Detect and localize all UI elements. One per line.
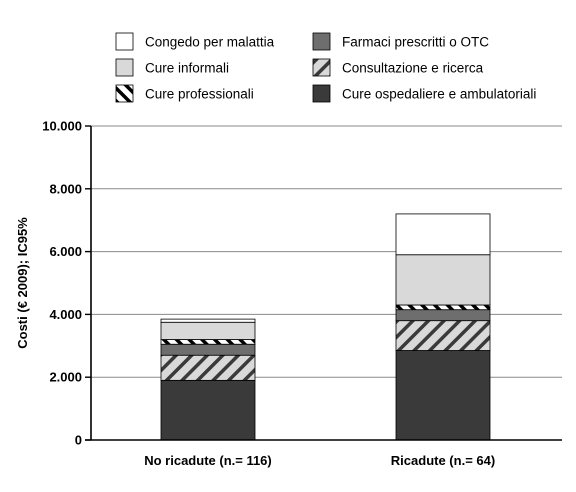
- legend-swatch: [312, 84, 331, 103]
- x-category-label: Ricadute (n.= 64): [391, 453, 495, 468]
- bar-segment-congedo-per-malattia: [160, 318, 256, 323]
- x-category-labels: No ricadute (n.= 116) Ricadute (n.= 64): [144, 453, 495, 468]
- y-tick-label: 2.000: [49, 370, 82, 385]
- bar-segment-consultazione-e-ricerca: [395, 320, 491, 351]
- legend-item-congedo-per-malattia: Congedo per malattia: [115, 32, 275, 51]
- y-tick-label: 6.000: [49, 244, 82, 259]
- y-tick-label: 10.000: [42, 119, 82, 134]
- legend-item-consultazione-e-ricerca: Consultazione e ricerca: [312, 58, 484, 77]
- axes: [85, 125, 562, 441]
- legend-label: Congedo per malattia: [145, 35, 275, 50]
- bar-segment-cure-professionali: [160, 339, 256, 345]
- legend-swatch: [115, 58, 134, 77]
- bar-stack-ricadute-n-64: [395, 213, 491, 441]
- legend-swatch: [312, 58, 331, 77]
- bar-segment-cure-professionali: [395, 304, 491, 311]
- legend-swatch: [115, 32, 134, 51]
- y-axis-title: Costi (€ 2009); IC95%: [15, 217, 30, 349]
- y-tick-label: 8.000: [49, 181, 82, 196]
- y-tick-label: 0: [75, 433, 82, 448]
- legend-label: Cure informali: [145, 61, 229, 76]
- bar-stack-no-ricadute-n-116: [160, 318, 256, 441]
- legend-swatch: [312, 32, 331, 51]
- bar-segment-farmaci-prescritti-o-otc: [395, 309, 491, 322]
- legend: Congedo per malattia Farmaci prescritti o…: [115, 32, 536, 103]
- x-category-label: No ricadute (n.= 116): [144, 453, 272, 468]
- legend-item-farmaci-prescritti-o-otc: Farmaci prescritti o OTC: [312, 32, 489, 51]
- bar-segment-farmaci-prescritti-o-otc: [160, 343, 256, 356]
- legend-label: Farmaci prescritti o OTC: [342, 35, 489, 50]
- bars: [160, 213, 491, 441]
- legend-label: Cure professionali: [145, 87, 254, 102]
- y-tick-labels: 0 2.000 4.000 6.000 8.000 10.000: [42, 119, 82, 448]
- legend-swatch: [115, 84, 134, 103]
- bar-segment-cure-informali: [395, 254, 491, 306]
- legend-item-cure-professionali: Cure professionali: [115, 84, 254, 103]
- bar-segment-cure-ospedaliere-e-ambulatoriali: [160, 379, 256, 441]
- bar-segment-cure-ospedaliere-e-ambulatoriali: [395, 350, 491, 441]
- legend-item-cure-ospedaliere-e-ambulatoriali: Cure ospedaliere e ambulatoriali: [312, 84, 536, 103]
- bar-segment-consultazione-e-ricerca: [160, 354, 256, 381]
- bar-segment-congedo-per-malattia: [395, 213, 491, 256]
- legend-item-cure-informali: Cure informali: [115, 58, 229, 77]
- legend-label: Consultazione e ricerca: [342, 61, 484, 76]
- legend-label: Cure ospedaliere e ambulatoriali: [342, 87, 536, 102]
- bar-segment-cure-informali: [160, 321, 256, 340]
- y-tick-label: 4.000: [49, 307, 82, 322]
